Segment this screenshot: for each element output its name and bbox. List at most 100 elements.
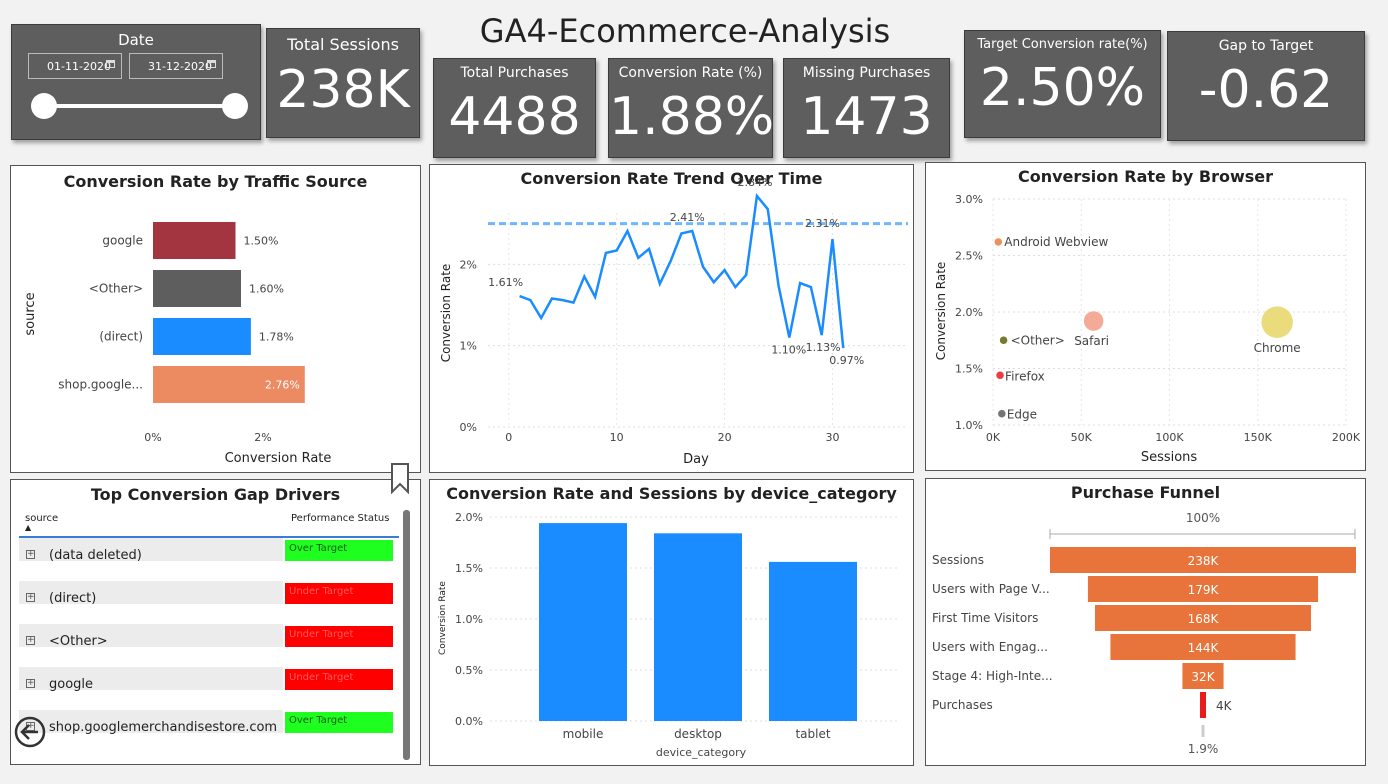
bar xyxy=(654,533,742,721)
data-label: 1.50% xyxy=(244,235,279,248)
kpi-value: 4488 xyxy=(448,87,581,147)
column-header-status[interactable]: Performance Status xyxy=(291,513,390,524)
row-background xyxy=(19,667,283,690)
y-tick-label: 0% xyxy=(460,421,477,434)
trend-panel: Conversion Rate Trend Over Time 0% 1% 2% 0 1… xyxy=(429,164,914,473)
y-tick-label: 2% xyxy=(460,258,477,271)
row-background xyxy=(19,581,283,604)
bookmark-icon[interactable] xyxy=(390,462,410,495)
point-label: Firefox xyxy=(1005,369,1045,383)
gap-drivers-panel: Top Conversion Gap Drivers source ▲ Perf… xyxy=(10,479,421,765)
kpi-value: -0.62 xyxy=(1198,60,1334,120)
expand-icon[interactable]: + xyxy=(26,592,35,602)
source-cell: (direct) xyxy=(49,591,97,606)
traffic-source-panel: Conversion Rate by Traffic Source google… xyxy=(10,165,421,473)
category-label: mobile xyxy=(563,727,604,741)
x-tick-label: 10 xyxy=(610,431,624,444)
scrollbar[interactable] xyxy=(403,510,410,760)
kpi-value: 1.88% xyxy=(609,87,775,147)
kpi-value: 2.50% xyxy=(979,58,1146,118)
scatter-point xyxy=(994,237,1003,247)
funnel-bar xyxy=(1095,605,1311,631)
point-label: Android Webview xyxy=(1004,235,1108,249)
x-axis-label: Day xyxy=(683,452,709,467)
source-cell: google xyxy=(49,677,94,692)
sort-arrow-icon[interactable]: ▲ xyxy=(25,523,32,532)
bar xyxy=(153,366,305,403)
data-label: 1.60% xyxy=(249,283,284,296)
kpi-label: Target Conversion rate(%) xyxy=(977,37,1148,52)
funnel-stage-label: Users with Page V... xyxy=(932,582,1050,596)
x-tick-label: 100K xyxy=(1155,431,1184,444)
scatter-point xyxy=(1260,305,1294,339)
data-label: 1.78% xyxy=(259,331,294,344)
table-title: Top Conversion Gap Drivers xyxy=(90,485,341,504)
funnel-stage-label: Stage 4: High-Inte... xyxy=(932,669,1053,683)
y-tick-label: 1.0% xyxy=(455,613,483,626)
source-cell: <Other> xyxy=(49,634,108,649)
category-label: tablet xyxy=(795,727,830,741)
date-end-input[interactable]: 31-12-2020 xyxy=(129,53,223,79)
chart-title: Conversion Rate and Sessions by device_c… xyxy=(446,484,897,503)
bar xyxy=(539,523,627,721)
calendar-icon[interactable] xyxy=(207,60,216,68)
funnel-bottom-label: 1.9% xyxy=(1188,742,1219,756)
traffic-source-chart: google 1.50% <Other> 1.60% (direct) 1.78% shop… xyxy=(23,222,332,466)
y-tick-label: 1.5% xyxy=(955,363,983,376)
table-row[interactable]: + google Under Target xyxy=(19,667,399,710)
point-label: Edge xyxy=(1007,408,1037,422)
x-axis-label: device_category xyxy=(656,746,747,759)
y-tick-label: 3.0% xyxy=(955,193,983,206)
x-tick-label: 0 xyxy=(505,431,512,444)
table-row[interactable]: + (direct) Under Target xyxy=(19,581,399,624)
row-background xyxy=(19,624,283,647)
date-range-start-handle[interactable] xyxy=(31,93,57,119)
x-tick-label: 2% xyxy=(254,431,271,444)
expand-icon[interactable]: + xyxy=(26,678,35,688)
x-tick-label: 200K xyxy=(1332,431,1361,444)
x-tick-label: 50K xyxy=(1071,431,1093,444)
x-tick-label: 150K xyxy=(1244,431,1273,444)
funnel-stage-label: Users with Engag... xyxy=(932,640,1048,654)
back-arrow-icon[interactable] xyxy=(14,716,46,748)
funnel-bar xyxy=(1110,634,1296,660)
expand-icon[interactable]: + xyxy=(26,549,35,559)
row-background xyxy=(19,710,283,733)
date-start-value: 01-11-2020 xyxy=(47,60,111,73)
category-label: desktop xyxy=(674,727,722,741)
funnel-panel: Purchase Funnel 100% Sessions 238K Users wi… xyxy=(925,478,1366,766)
data-label: 1.61% xyxy=(488,276,523,289)
funnel-value-label: 238K xyxy=(1188,554,1220,568)
table-row[interactable]: + <Other> Under Target xyxy=(19,624,399,667)
data-label: 0.97% xyxy=(829,354,864,367)
table-row[interactable]: + (data deleted) Over Target xyxy=(19,538,399,581)
calendar-icon[interactable] xyxy=(106,60,115,68)
x-tick-label: 30 xyxy=(825,431,839,444)
status-cell: Under Target xyxy=(285,583,393,604)
kpi-total-sessions: Total Sessions 238K xyxy=(266,28,420,138)
x-tick-label: 0K xyxy=(986,431,1001,444)
date-range-end-handle[interactable] xyxy=(222,93,248,119)
date-range-track[interactable] xyxy=(44,104,236,108)
kpi-conversion-rate: Conversion Rate (%) 1.88% xyxy=(608,58,775,158)
chart-title: Conversion Rate Trend Over Time xyxy=(520,169,823,188)
data-label: 1.13% xyxy=(806,341,841,354)
kpi-label: Total Purchases xyxy=(460,65,569,81)
y-axis-label: Conversion Rate xyxy=(438,581,448,655)
x-tick-label: 0% xyxy=(144,431,161,444)
status-cell: Under Target xyxy=(285,626,393,647)
expand-icon[interactable]: + xyxy=(26,635,35,645)
column-header-source[interactable]: source xyxy=(25,513,59,524)
table-row[interactable]: + shop.googlemerchandisestore.com Over Tar… xyxy=(19,710,399,753)
funnel-bar xyxy=(1182,663,1224,689)
date-start-input[interactable]: 01-11-2020 xyxy=(28,53,122,79)
browser-chart: 1.0% 1.5% 2.0% 2.5% 3.0% 0K 50K 100K 150K 200K And… xyxy=(934,193,1361,465)
data-label: 2.41% xyxy=(670,211,705,224)
chart-title: Purchase Funnel xyxy=(1070,483,1221,502)
x-axis-label: Conversion Rate xyxy=(225,451,332,466)
table-body: + (data deleted) Over Target + (direct) Under… xyxy=(19,538,399,753)
x-tick-label: 20 xyxy=(718,431,732,444)
funnel-value-label: 32K xyxy=(1191,670,1215,684)
funnel-value-label: 144K xyxy=(1188,641,1220,655)
y-tick-label: 2.0% xyxy=(955,306,983,319)
